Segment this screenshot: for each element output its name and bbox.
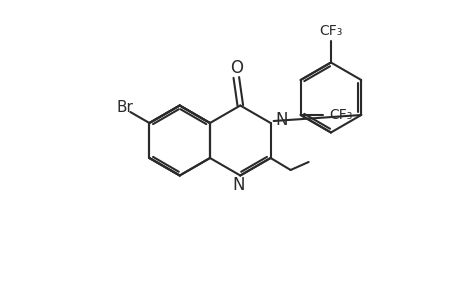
Text: N: N (275, 111, 287, 129)
Text: CF₃: CF₃ (328, 108, 352, 122)
Text: Br: Br (116, 100, 133, 115)
Text: N: N (231, 176, 244, 194)
Text: O: O (230, 58, 242, 76)
Text: CF₃: CF₃ (319, 23, 342, 38)
